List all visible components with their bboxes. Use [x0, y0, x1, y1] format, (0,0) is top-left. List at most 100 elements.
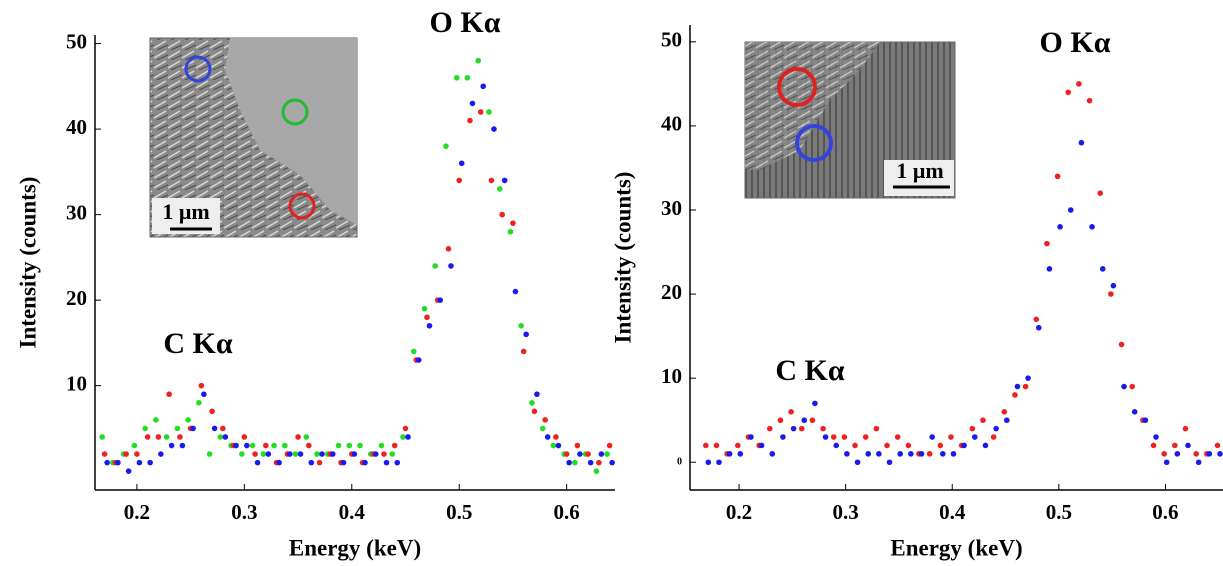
y-tick-label: 40	[66, 115, 87, 139]
data-point	[1172, 442, 1178, 449]
x-tick-label: 0.2	[726, 500, 752, 524]
data-point	[604, 451, 610, 457]
data-point	[1110, 282, 1117, 289]
data-point	[467, 117, 473, 124]
data-point	[1099, 266, 1106, 272]
x-axis-label: Energy (keV)	[289, 535, 421, 560]
data-point	[876, 451, 882, 457]
data-point	[206, 451, 213, 457]
data-point	[381, 451, 387, 457]
data-point	[734, 442, 741, 449]
data-point	[1214, 442, 1221, 449]
data-point	[609, 459, 615, 466]
data-point	[254, 459, 261, 466]
data-point	[1003, 417, 1010, 424]
data-point	[1065, 89, 1072, 96]
y-axis-label: Intensity (counts)	[610, 172, 635, 344]
data-point	[833, 442, 840, 449]
data-point	[1118, 341, 1125, 348]
data-point	[520, 348, 527, 355]
data-point	[260, 451, 267, 457]
data-point	[1097, 190, 1104, 196]
data-point	[177, 434, 183, 440]
data-point	[239, 451, 245, 457]
data-point	[993, 425, 999, 432]
data-point	[424, 314, 430, 321]
data-point	[391, 442, 398, 449]
data-point	[703, 442, 709, 449]
data-point	[1174, 451, 1181, 457]
data-point	[346, 442, 353, 449]
data-point	[179, 442, 186, 449]
data-point	[499, 211, 505, 218]
data-point	[990, 434, 997, 440]
y-axis-label: Intensity (counts)	[15, 177, 40, 349]
data-point	[142, 425, 148, 432]
x-tick-label: 0.5	[446, 500, 472, 524]
data-point	[550, 442, 557, 449]
data-point	[271, 442, 277, 449]
data-point	[488, 177, 495, 184]
data-point	[873, 425, 880, 432]
data-point	[134, 451, 140, 457]
data-point	[961, 442, 967, 449]
data-point	[841, 434, 848, 440]
data-point	[1086, 97, 1093, 104]
data-point	[303, 434, 310, 440]
data-point	[222, 434, 229, 440]
data-point	[453, 74, 460, 81]
data-point	[950, 451, 957, 457]
data-point	[136, 459, 143, 466]
data-point	[1067, 207, 1074, 213]
data-point	[798, 425, 805, 432]
data-point	[737, 451, 744, 457]
data-point	[249, 442, 256, 449]
data-point	[480, 83, 487, 90]
data-point	[402, 425, 409, 432]
data-point	[491, 126, 497, 132]
data-point	[196, 399, 202, 406]
data-point	[372, 451, 379, 457]
data-point	[577, 451, 583, 457]
x-tick-label: 0.6	[554, 500, 580, 524]
data-point	[389, 451, 396, 457]
annotation: C Kα	[163, 327, 233, 360]
data-point	[854, 459, 861, 466]
data-point	[501, 177, 508, 184]
data-point	[587, 459, 594, 466]
data-point	[1206, 451, 1213, 457]
data-point	[131, 442, 138, 449]
data-point	[282, 442, 288, 449]
x-tick-label: 0.3	[231, 500, 257, 524]
data-point	[276, 459, 282, 466]
data-point	[1161, 451, 1167, 457]
data-point	[726, 451, 733, 457]
data-point	[265, 451, 272, 457]
data-point	[758, 442, 765, 449]
data-point	[174, 425, 181, 432]
data-point	[1035, 324, 1042, 331]
data-point	[777, 417, 784, 424]
data-point	[852, 442, 858, 449]
data-point	[566, 459, 572, 466]
data-point	[292, 451, 299, 457]
data-point	[125, 468, 132, 474]
data-point	[400, 434, 406, 440]
data-point	[421, 305, 428, 312]
data-point	[596, 459, 602, 466]
x-tick-label: 0.3	[833, 500, 859, 524]
data-point	[335, 442, 342, 449]
data-point	[410, 348, 417, 355]
data-point	[1150, 442, 1157, 449]
data-point	[529, 399, 535, 406]
data-point	[1153, 434, 1159, 440]
data-point	[886, 459, 893, 466]
data-point	[1089, 224, 1095, 230]
data-point	[1022, 383, 1029, 390]
data-point	[486, 109, 492, 115]
annotation: O Kα	[1040, 26, 1111, 59]
x-tick-label: 0.2	[124, 500, 150, 524]
y-tick-label: 30	[661, 196, 682, 220]
data-point	[469, 100, 476, 107]
data-point	[163, 434, 170, 440]
